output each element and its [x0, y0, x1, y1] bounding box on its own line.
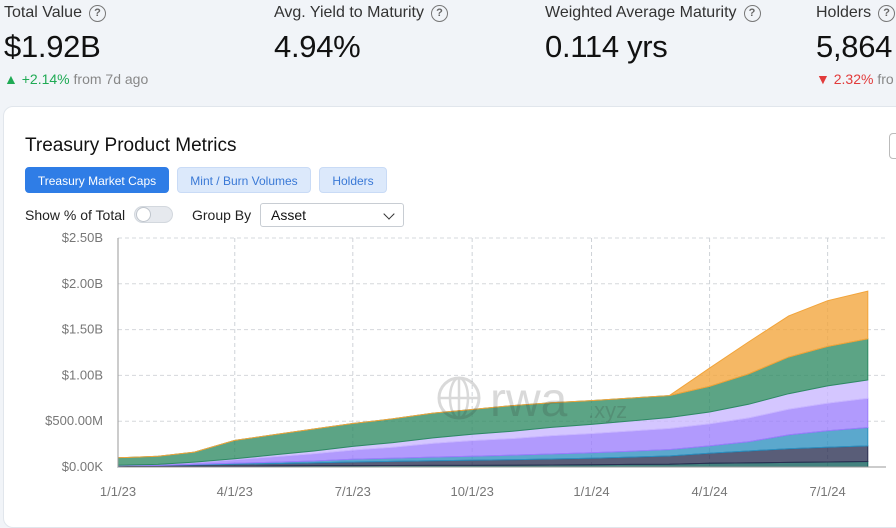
chart-axes: $0.00K $500.00M $1.00B $1.50B $2.00B $2.50B 1/…: [45, 230, 886, 499]
change-percent: +2.14%: [21, 71, 70, 87]
card-title: Treasury Product Metrics: [25, 135, 237, 156]
change-percent: 2.32%: [833, 71, 874, 87]
x-tick-label: 1/1/23: [100, 484, 136, 499]
toggle-knob: [136, 207, 151, 222]
watermark-text: rwa: [490, 374, 568, 427]
change-note: from 7d ago: [73, 71, 149, 87]
help-icon[interactable]: ?: [878, 4, 896, 22]
tab-holders[interactable]: Holders: [319, 167, 387, 193]
tab-treasury-market-caps[interactable]: Treasury Market Caps: [25, 167, 169, 193]
x-tick-label: 7/1/24: [810, 484, 846, 499]
y-tick-label: $500.00M: [45, 413, 103, 428]
x-tick-label: 4/1/24: [691, 484, 727, 499]
x-tick-label: 1/1/24: [573, 484, 609, 499]
watermark-suffix: .xyz: [588, 398, 627, 423]
toggle-label: Show % of Total: [25, 207, 126, 223]
stat-change: ▲ +2.14% from 7d ago: [4, 71, 148, 87]
x-tick-label: 7/1/23: [335, 484, 371, 499]
y-tick-label: $2.50B: [62, 230, 103, 245]
help-icon[interactable]: ?: [88, 4, 106, 22]
y-tick-label: $2.00B: [62, 276, 103, 291]
help-icon[interactable]: ?: [431, 4, 448, 22]
watermark: rwa .xyz: [437, 374, 627, 427]
stat-value: 5,864: [816, 29, 893, 64]
series-area-6: [117, 290, 869, 459]
show-percent-toggle[interactable]: [134, 206, 173, 223]
globe-icon: [437, 376, 481, 420]
stat-label: Weighted Average Maturity: [545, 4, 737, 21]
stat-change: ▼ 2.32% fro: [816, 71, 894, 87]
group-by-label: Group By: [192, 207, 252, 223]
x-tick-label: 4/1/23: [217, 484, 253, 499]
help-icon[interactable]: ?: [743, 4, 761, 22]
stat-label: Holders: [816, 4, 872, 21]
market-cap-chart[interactable]: rwa .xyz $0.00K $500.00M $1.00B $1.50B $2.00…: [0, 0, 896, 504]
stat-label: Avg. Yield to Maturity: [274, 4, 424, 21]
y-tick-label: $0.00K: [62, 459, 104, 474]
x-tick-label: 10/1/23: [450, 484, 493, 499]
triangle-up-icon: ▲: [4, 71, 18, 87]
y-tick-label: $1.50B: [62, 322, 103, 337]
stat-value: 0.114 yrs: [545, 29, 668, 64]
triangle-down-icon: ▼: [816, 71, 830, 87]
stat-value: $1.92B: [4, 29, 101, 64]
stat-value: 4.94%: [274, 29, 361, 64]
tab-mint-burn-volumes[interactable]: Mint / Burn Volumes: [177, 167, 311, 193]
options-button[interactable]: [889, 133, 896, 159]
group-by-select[interactable]: Asset: [260, 203, 404, 227]
stat-label: Total Value: [4, 4, 82, 21]
change-note: fro: [877, 71, 894, 87]
y-tick-label: $1.00B: [62, 367, 103, 382]
group-by-value: Asset: [271, 207, 307, 223]
